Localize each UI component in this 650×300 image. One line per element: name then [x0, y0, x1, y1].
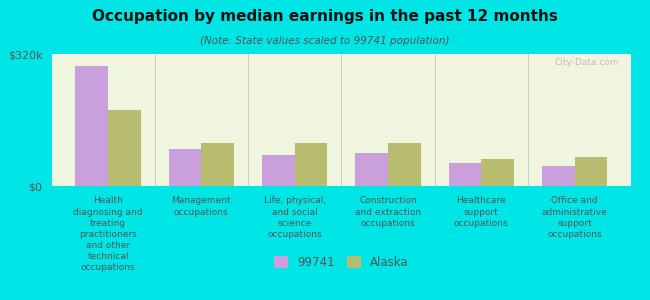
Bar	[262, 155, 294, 186]
Bar	[75, 66, 108, 186]
Bar	[481, 159, 514, 186]
Bar	[575, 157, 607, 186]
Bar	[108, 110, 140, 186]
Bar	[388, 143, 421, 186]
Legend: 99741, Alaska: 99741, Alaska	[268, 250, 415, 275]
Text: City-Data.com: City-Data.com	[554, 58, 619, 67]
Bar	[168, 149, 202, 186]
Text: (Note: State values scaled to 99741 population): (Note: State values scaled to 99741 popu…	[200, 36, 450, 46]
Bar	[202, 143, 234, 186]
Bar	[542, 166, 575, 186]
Text: Occupation by median earnings in the past 12 months: Occupation by median earnings in the pas…	[92, 9, 558, 24]
Bar	[356, 153, 388, 186]
Bar	[448, 163, 481, 186]
Bar	[294, 143, 327, 186]
